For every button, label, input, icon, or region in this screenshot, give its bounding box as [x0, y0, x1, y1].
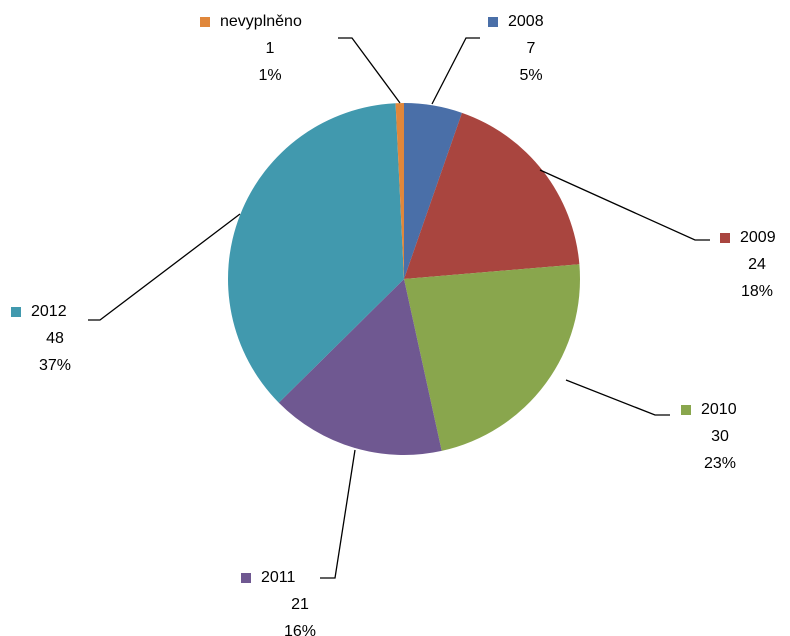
- legend-swatch: [720, 233, 730, 243]
- value-label: 48: [46, 330, 64, 347]
- pie-slice: [278, 279, 442, 455]
- legend-swatch: [11, 307, 21, 317]
- slice-label: 2008: [508, 13, 544, 30]
- pie-slice: [404, 112, 580, 279]
- leader-line: [539, 169, 710, 241]
- pie-slice: [404, 103, 462, 279]
- slice-label: nevyplněno: [220, 13, 302, 30]
- value-label: 1: [266, 40, 275, 57]
- pie-slice: [395, 103, 404, 279]
- percent-label: 23%: [704, 455, 736, 472]
- slice-label: 2011: [261, 569, 296, 586]
- value-label: 24: [748, 256, 766, 273]
- percent-label: 37%: [39, 357, 71, 374]
- legend-swatch: [681, 405, 691, 415]
- value-label: 7: [527, 40, 536, 57]
- percent-label: 5%: [519, 67, 542, 84]
- percent-label: 16%: [284, 623, 316, 636]
- pie-slice: [404, 264, 580, 451]
- leader-line: [431, 37, 480, 105]
- slice-label: 2009: [740, 229, 776, 246]
- value-label: 30: [711, 428, 729, 445]
- value-label: 21: [291, 596, 309, 613]
- percent-label: 1%: [258, 67, 281, 84]
- leader-line: [338, 37, 401, 104]
- leader-line: [565, 379, 670, 416]
- legend-swatch: [488, 17, 498, 27]
- leader-line: [88, 213, 241, 321]
- slice-label: 2010: [701, 401, 737, 418]
- legend-swatch: [200, 17, 210, 27]
- percent-label: 18%: [741, 283, 773, 300]
- legend-swatch: [241, 573, 251, 583]
- leader-line: [320, 449, 356, 579]
- slice-label: 2012: [31, 303, 67, 320]
- pie-slice: [228, 103, 404, 403]
